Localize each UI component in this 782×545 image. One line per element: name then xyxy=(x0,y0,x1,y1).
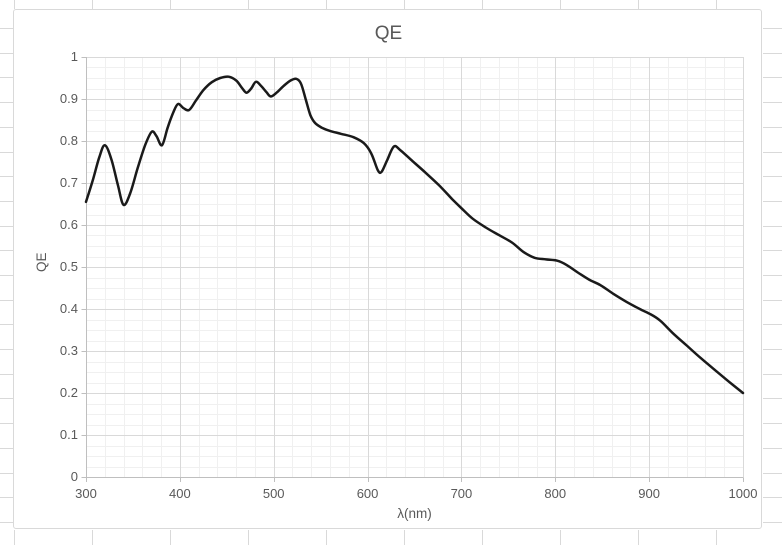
y-tick-label: 0.9 xyxy=(59,91,78,106)
x-tick-label: 900 xyxy=(638,486,660,501)
y-tick-label: 0.2 xyxy=(59,385,78,400)
x-tick-label: 700 xyxy=(450,486,473,501)
y-tick-label: 0 xyxy=(70,469,78,484)
x-tick-label: 300 xyxy=(75,486,97,501)
y-tick-label: 0.1 xyxy=(59,427,78,442)
y-tick-label: 0.5 xyxy=(59,259,78,274)
y-tick-label: 1 xyxy=(70,49,78,64)
y-tick-label: 0.7 xyxy=(59,175,78,190)
y-tick-label: 0.3 xyxy=(59,343,78,358)
qe-series-line xyxy=(84,75,745,395)
y-tick-label: 0.6 xyxy=(59,217,78,232)
y-tick-label: 0.8 xyxy=(59,133,78,148)
x-tick-label: 1000 xyxy=(728,486,758,501)
x-tick-label: 800 xyxy=(544,486,567,501)
chart-title: QE xyxy=(374,23,403,44)
x-tick-label: 500 xyxy=(262,486,285,501)
x-axis-title: λ(nm) xyxy=(397,506,432,521)
qe-chart[interactable] xyxy=(13,9,762,529)
x-tick-label: 400 xyxy=(168,486,191,501)
x-tick-label: 600 xyxy=(356,486,379,501)
y-tick-label: 0.4 xyxy=(59,301,78,316)
